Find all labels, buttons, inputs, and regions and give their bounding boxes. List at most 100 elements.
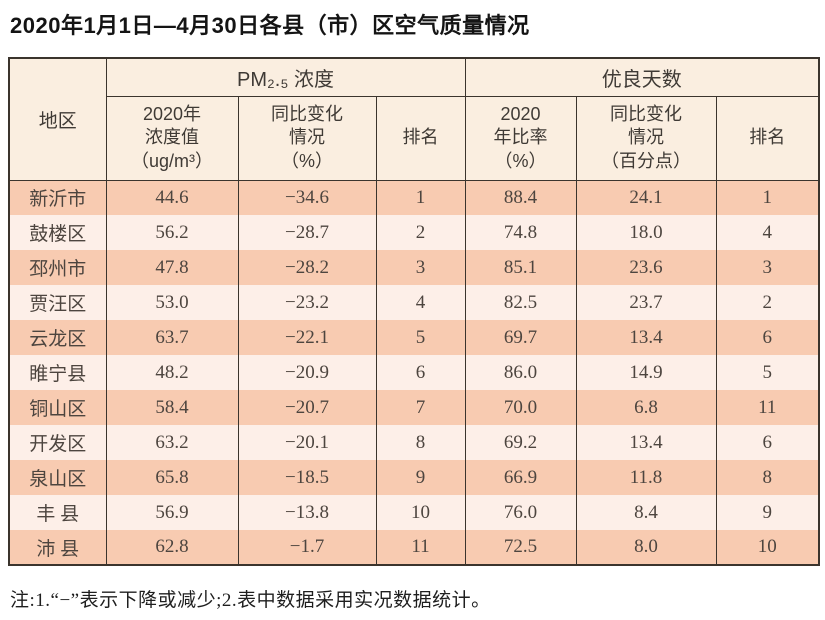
pm-rank-cell: 9: [375, 460, 466, 495]
table-row: 沛 县 62.8 −1.7 11 72.5 8.0 10: [8, 530, 820, 565]
days-ratio-cell: 86.0: [464, 355, 577, 390]
footnote: 注:1.“−”表示下降或减少;2.表中数据采用实况数据统计。: [10, 590, 491, 611]
page-title: 2020年1月1日—4月30日各县（市）区空气质量情况: [10, 13, 530, 38]
pm-change-cell: −28.2: [237, 250, 377, 285]
days-change-cell: 23.6: [575, 250, 717, 285]
days-rank-cell: 8: [715, 460, 820, 495]
table-row: 泉山区 65.8 −18.5 9 66.9 11.8 8: [8, 460, 820, 495]
days-change-cell: 23.7: [575, 285, 717, 320]
pm-rank-cell: 4: [375, 285, 466, 320]
pm-value-cell: 62.8: [105, 530, 239, 565]
days-ratio-cell: 69.7: [464, 320, 577, 355]
pm-change-cell: −20.7: [237, 390, 377, 425]
region-cell: 铜山区: [8, 390, 107, 425]
pm-change-cell: −18.5: [237, 460, 377, 495]
header-sub-row: 2020年 浓度值 （ug/m³） 同比变化 情况 （%） 排名 2020 年比…: [9, 96, 820, 181]
table-row: 睢宁县 48.2 −20.9 6 86.0 14.9 5: [8, 355, 820, 390]
days-change-cell: 8.0: [575, 530, 717, 565]
region-cell: 睢宁县: [8, 355, 107, 390]
days-ratio-cell: 66.9: [464, 460, 577, 495]
pm-value-cell: 58.4: [105, 390, 239, 425]
pm-change-cell: −20.1: [237, 425, 377, 460]
days-change-cell: 6.8: [575, 390, 717, 425]
days-rank-cell: 11: [715, 390, 820, 425]
column-group-good-air-days: 优良天数: [464, 58, 820, 97]
days-ratio-cell: 85.1: [464, 250, 577, 285]
pm-value-cell: 48.2: [105, 355, 239, 390]
pm-rank-cell: 6: [375, 355, 466, 390]
pm-rank-cell: 1: [375, 180, 466, 215]
pm-change-cell: −13.8: [237, 495, 377, 530]
column-header-region: 地区: [8, 58, 107, 181]
pm-rank-cell: 3: [375, 250, 466, 285]
days-rank-cell: 6: [715, 320, 820, 355]
days-rank-cell: 6: [715, 425, 820, 460]
days-ratio-cell: 70.0: [464, 390, 577, 425]
days-change-cell: 11.8: [575, 460, 717, 495]
days-ratio-cell: 74.8: [464, 215, 577, 250]
days-rank-cell: 4: [715, 215, 820, 250]
pm-change-cell: −20.9: [237, 355, 377, 390]
table-header: 地区 PM₂.₅ 浓度 优良天数 2020年 浓度值 （ug/m³） 同比变化 …: [8, 58, 820, 181]
table-row: 新沂市 44.6 −34.6 1 88.4 24.1 1: [8, 180, 820, 215]
pm-rank-cell: 7: [375, 390, 466, 425]
pm-change-cell: −34.6: [237, 180, 377, 215]
days-change-cell: 18.0: [575, 215, 717, 250]
column-header-pm-value-2020: 2020年 浓度值 （ug/m³）: [105, 96, 239, 181]
pm-value-cell: 63.2: [105, 425, 239, 460]
pm-value-cell: 63.7: [105, 320, 239, 355]
air-quality-table: 地区 PM₂.₅ 浓度 优良天数 2020年 浓度值 （ug/m³） 同比变化 …: [8, 57, 821, 566]
region-cell: 邳州市: [8, 250, 107, 285]
column-header-days-yoy-change: 同比变化 情况 （百分点）: [575, 96, 717, 181]
header-group-row: 地区 PM₂.₅ 浓度 优良天数: [8, 58, 820, 181]
column-header-days-ratio-2020: 2020 年比率 （%）: [464, 96, 577, 181]
table-row: 贾汪区 53.0 −23.2 4 82.5 23.7 2: [8, 285, 820, 320]
table-row: 邳州市 47.8 −28.2 3 85.1 23.6 3: [8, 250, 820, 285]
table-body: 新沂市 44.6 −34.6 1 88.4 24.1 1 鼓楼区 56.2 −2…: [8, 180, 820, 565]
days-ratio-cell: 72.5: [464, 530, 577, 565]
table-row: 云龙区 63.7 −22.1 5 69.7 13.4 6: [8, 320, 820, 355]
column-header-pm-yoy-change: 同比变化 情况 （%）: [237, 96, 377, 181]
region-cell: 沛 县: [8, 530, 107, 565]
column-header-pm-rank: 排名: [375, 96, 466, 181]
pm-change-cell: −23.2: [237, 285, 377, 320]
pm-value-cell: 53.0: [105, 285, 239, 320]
column-group-pm25-concentration: PM₂.₅ 浓度: [105, 58, 466, 97]
days-rank-cell: 5: [715, 355, 820, 390]
region-cell: 泉山区: [8, 460, 107, 495]
days-rank-cell: 10: [715, 530, 820, 565]
days-ratio-cell: 88.4: [464, 180, 577, 215]
table-row: 丰 县 56.9 −13.8 10 76.0 8.4 9: [8, 495, 820, 530]
days-rank-cell: 1: [715, 180, 820, 215]
pm-rank-cell: 8: [375, 425, 466, 460]
region-cell: 贾汪区: [8, 285, 107, 320]
region-cell: 鼓楼区: [8, 215, 107, 250]
days-ratio-cell: 82.5: [464, 285, 577, 320]
pm-change-cell: −22.1: [237, 320, 377, 355]
pm-value-cell: 47.8: [105, 250, 239, 285]
days-change-cell: 24.1: [575, 180, 717, 215]
pm-rank-cell: 10: [375, 495, 466, 530]
region-cell: 新沂市: [8, 180, 107, 215]
pm-change-cell: −1.7: [237, 530, 377, 565]
table-row: 开发区 63.2 −20.1 8 69.2 13.4 6: [8, 425, 820, 460]
region-cell: 丰 县: [8, 495, 107, 530]
pm-value-cell: 65.8: [105, 460, 239, 495]
days-change-cell: 13.4: [575, 320, 717, 355]
days-rank-cell: 3: [715, 250, 820, 285]
pm-rank-cell: 11: [375, 530, 466, 565]
days-ratio-cell: 69.2: [464, 425, 577, 460]
table-row: 铜山区 58.4 −20.7 7 70.0 6.8 11: [8, 390, 820, 425]
region-cell: 云龙区: [8, 320, 107, 355]
pm-value-cell: 44.6: [105, 180, 239, 215]
days-ratio-cell: 76.0: [464, 495, 577, 530]
days-change-cell: 8.4: [575, 495, 717, 530]
days-change-cell: 13.4: [575, 425, 717, 460]
pm-rank-cell: 5: [375, 320, 466, 355]
region-cell: 开发区: [8, 425, 107, 460]
pm-value-cell: 56.9: [105, 495, 239, 530]
column-header-days-rank: 排名: [715, 96, 820, 181]
days-rank-cell: 9: [715, 495, 820, 530]
days-rank-cell: 2: [715, 285, 820, 320]
pm-rank-cell: 2: [375, 215, 466, 250]
